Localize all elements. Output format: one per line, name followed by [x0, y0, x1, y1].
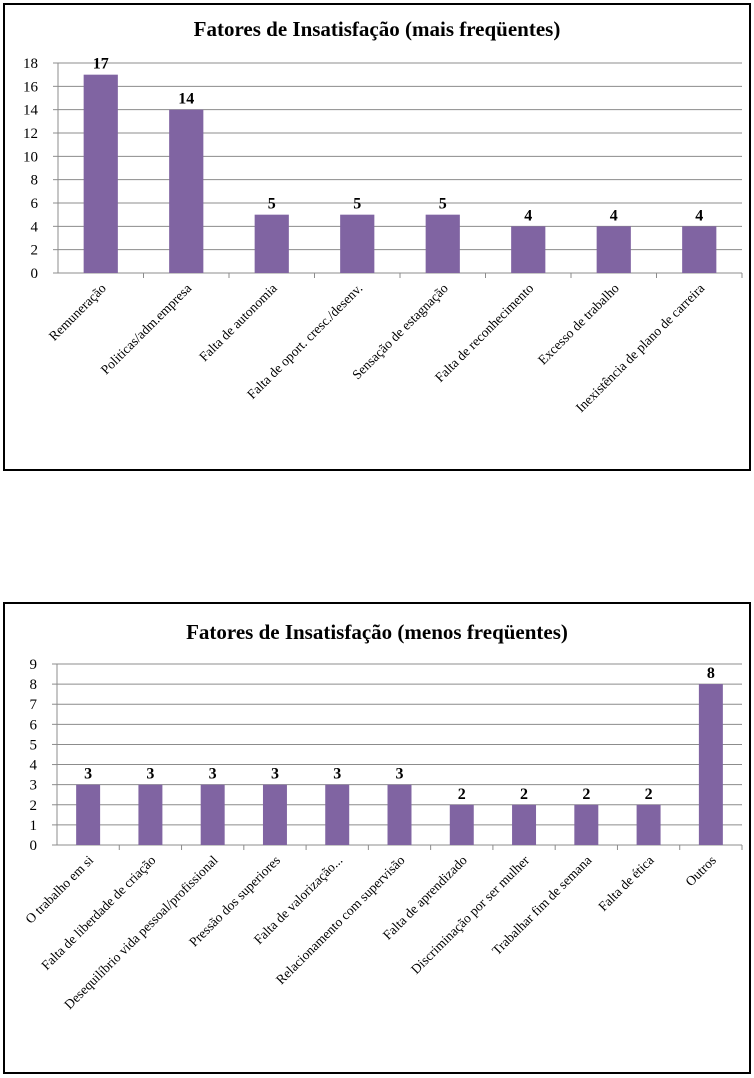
bar: [425, 214, 460, 273]
data-label: 3: [146, 766, 154, 783]
x-category-label: Sensação de estagnação: [349, 280, 451, 382]
y-tick-label: 14: [23, 103, 39, 119]
x-category-label: Falta de reconhecimento: [432, 280, 537, 385]
y-tick-label: 6: [31, 196, 39, 212]
bar: [138, 784, 163, 845]
x-category-label: Falta de ética: [595, 853, 656, 914]
bar: [512, 804, 537, 845]
data-label: 2: [645, 786, 653, 803]
data-label: 4: [610, 207, 618, 224]
data-label: 5: [439, 196, 447, 213]
data-label: 14: [178, 91, 194, 108]
x-category-label: Relacionamento com supervisão: [273, 852, 408, 987]
data-label: 2: [582, 786, 590, 803]
data-label: 5: [268, 196, 276, 213]
y-tick-label: 3: [30, 778, 38, 794]
bar: [262, 784, 287, 845]
data-label: 2: [458, 786, 466, 803]
bar: [76, 784, 101, 845]
data-label: 4: [524, 207, 532, 224]
bar: [387, 784, 412, 845]
x-category-label: Falta de liberdade de criação: [38, 852, 159, 973]
data-label: 3: [333, 766, 341, 783]
data-label: 3: [271, 766, 279, 783]
bar: [636, 804, 661, 845]
data-label: 3: [209, 766, 217, 783]
y-tick-label: 9: [30, 657, 38, 673]
y-tick-label: 12: [23, 126, 38, 142]
y-tick-label: 1: [30, 818, 38, 834]
data-label: 5: [353, 196, 361, 213]
x-category-label: Outros: [682, 853, 719, 890]
bar: [511, 226, 546, 273]
bar: [83, 74, 118, 274]
chart-less-frequent: Fatores de Insatisfação (menos freqüente…: [3, 602, 751, 1074]
y-tick-label: 2: [31, 243, 39, 259]
y-tick-label: 18: [23, 56, 38, 72]
bar-chart-most-frequent: 0 2 4 6 8 10 12 14 16 18 17 Remuneração 14 Politicas/…: [23, 56, 743, 415]
bar: [698, 684, 723, 845]
x-category-label: Falta de autonomia: [196, 281, 280, 365]
y-tick-label: 16: [23, 79, 39, 95]
chart-most-frequent: Fatores de Insatisfação (mais freqüentes…: [3, 3, 751, 471]
y-tick-label: 6: [30, 717, 38, 733]
bar: [596, 226, 631, 273]
data-label: 3: [84, 766, 92, 783]
y-tick-label: 4: [30, 758, 38, 774]
y-tick-label: 2: [30, 798, 38, 814]
y-tick-label: 0: [30, 838, 38, 854]
x-category-label: Discriminação por ser mulher: [408, 852, 533, 977]
y-tick-label: 5: [30, 737, 38, 753]
bar: [682, 226, 717, 273]
y-tick-label: 10: [23, 149, 38, 165]
bar: [325, 784, 350, 845]
y-tick-label: 7: [30, 697, 38, 713]
chart-title: Fatores de Insatisfação (menos freqüente…: [186, 620, 568, 644]
x-category-label: Remuneração: [46, 280, 109, 343]
bar: [449, 804, 474, 845]
bar: [340, 214, 375, 273]
data-label: 4: [695, 207, 703, 224]
bar: [574, 804, 599, 845]
y-tick-label: 4: [31, 219, 39, 235]
data-label: 3: [396, 766, 404, 783]
data-label: 2: [520, 786, 528, 803]
chart-title: Fatores de Insatisfação (mais freqüentes…: [193, 17, 561, 41]
y-tick-label: 0: [31, 266, 39, 282]
x-category-label: Politicas/adm.empresa: [98, 281, 195, 378]
x-category-label: Excesso de trabalho: [535, 280, 622, 367]
bar: [254, 214, 289, 273]
bar: [200, 784, 225, 845]
y-tick-label: 8: [31, 173, 39, 189]
bar: [169, 109, 204, 274]
data-label: 17: [93, 56, 109, 73]
data-label: 8: [707, 665, 715, 682]
y-tick-label: 8: [30, 677, 38, 693]
